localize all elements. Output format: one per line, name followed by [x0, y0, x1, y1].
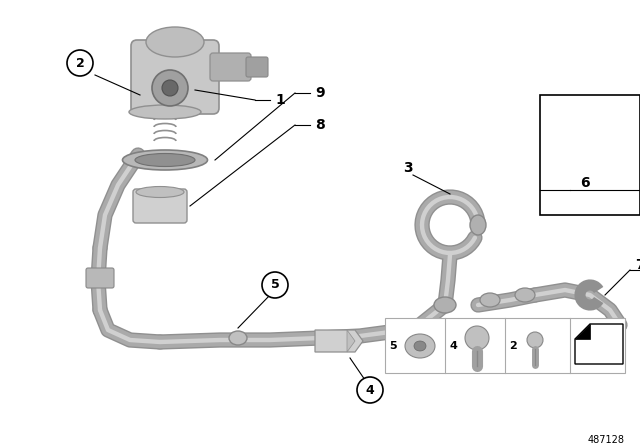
Ellipse shape	[229, 331, 247, 345]
Text: 4: 4	[365, 383, 374, 396]
Bar	[385, 318, 625, 373]
Bar	[540, 95, 640, 215]
Ellipse shape	[414, 341, 426, 351]
Text: 4: 4	[449, 341, 457, 351]
FancyBboxPatch shape	[86, 268, 114, 288]
Ellipse shape	[135, 154, 195, 167]
Polygon shape	[347, 330, 355, 352]
FancyBboxPatch shape	[131, 40, 219, 114]
Polygon shape	[575, 324, 590, 339]
Polygon shape	[315, 330, 363, 352]
Polygon shape	[575, 324, 623, 364]
Text: 1: 1	[275, 93, 285, 107]
Text: 9: 9	[315, 86, 325, 100]
Circle shape	[262, 272, 288, 298]
FancyBboxPatch shape	[133, 189, 187, 223]
Ellipse shape	[122, 150, 207, 170]
Text: 487128: 487128	[588, 435, 625, 445]
Text: 2: 2	[509, 341, 517, 351]
Ellipse shape	[527, 332, 543, 348]
Text: 5: 5	[271, 279, 280, 292]
Ellipse shape	[146, 27, 204, 57]
Text: 5: 5	[389, 341, 397, 351]
Ellipse shape	[515, 288, 535, 302]
Circle shape	[67, 50, 93, 76]
Ellipse shape	[136, 186, 184, 198]
Circle shape	[152, 70, 188, 106]
Circle shape	[162, 80, 178, 96]
Text: 8: 8	[315, 118, 325, 132]
Ellipse shape	[470, 215, 486, 235]
Circle shape	[357, 377, 383, 403]
FancyBboxPatch shape	[246, 57, 268, 77]
Ellipse shape	[465, 326, 489, 350]
Text: 7: 7	[635, 258, 640, 272]
Ellipse shape	[434, 297, 456, 313]
Ellipse shape	[480, 293, 500, 307]
Ellipse shape	[129, 105, 201, 119]
Text: 3: 3	[403, 161, 413, 175]
Text: 2: 2	[76, 56, 84, 69]
Ellipse shape	[405, 334, 435, 358]
Text: 6: 6	[580, 176, 590, 190]
FancyBboxPatch shape	[210, 53, 251, 81]
